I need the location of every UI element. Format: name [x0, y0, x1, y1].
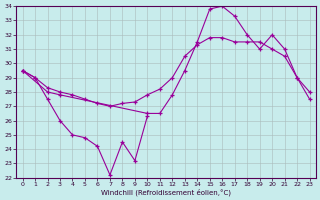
X-axis label: Windchill (Refroidissement éolien,°C): Windchill (Refroidissement éolien,°C)	[101, 188, 231, 196]
